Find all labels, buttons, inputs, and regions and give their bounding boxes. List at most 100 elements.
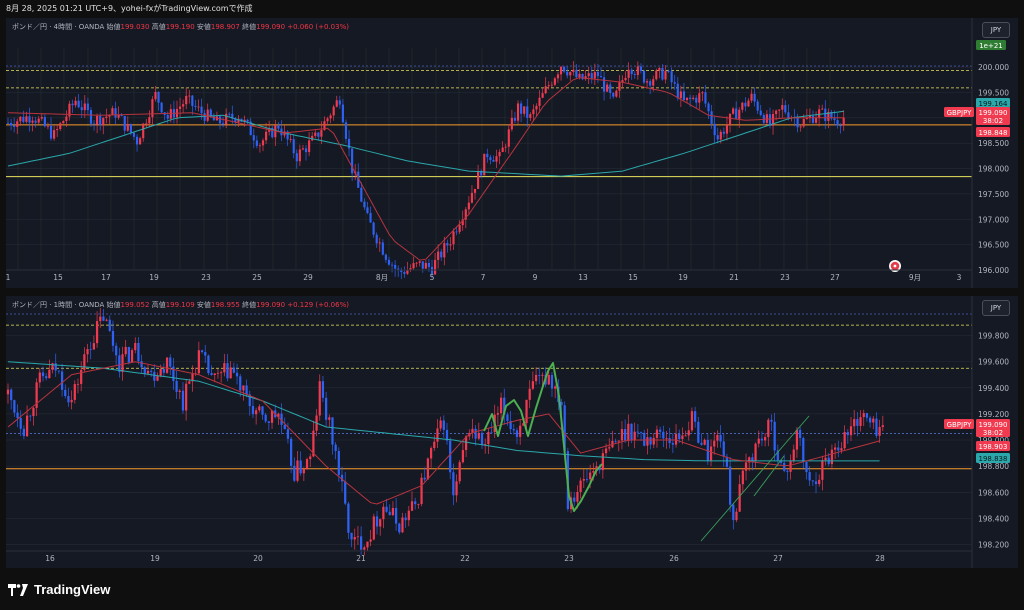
- candle-body: [165, 357, 169, 373]
- candle-body: [833, 447, 837, 450]
- candle-body: [582, 479, 585, 481]
- candle-body: [31, 120, 34, 123]
- candle-body: [67, 396, 70, 403]
- candle-body: [332, 106, 335, 116]
- candle-body: [153, 371, 156, 381]
- candle-body: [477, 432, 480, 439]
- candle-body: [787, 112, 790, 119]
- candle-body: [795, 429, 799, 450]
- candle-body: [424, 263, 427, 269]
- candle-body: [420, 477, 423, 504]
- candle-body: [483, 153, 486, 176]
- candle-body: [667, 71, 670, 72]
- chart-panel-4h[interactable]: 200.000199.500199.000198.500198.000197.5…: [6, 18, 1018, 288]
- candle-body: [814, 481, 818, 485]
- sma-fast-line: [7, 77, 844, 261]
- candle-body: [676, 83, 679, 99]
- trend-line-short: [753, 455, 785, 497]
- candle-body: [406, 269, 409, 274]
- candle-body: [28, 116, 31, 123]
- sma-slow-line: [7, 110, 844, 177]
- candle-body: [700, 442, 703, 445]
- sma-fast-line: [7, 361, 880, 505]
- candle-body: [391, 507, 395, 516]
- candle-body: [403, 271, 406, 274]
- candle-body: [538, 97, 541, 106]
- candle-body: [862, 413, 865, 418]
- price-tick-label: 199.200: [978, 410, 1009, 419]
- candle-body: [308, 140, 311, 153]
- candle-body: [645, 81, 649, 83]
- candle-body: [129, 123, 132, 133]
- candle-body: [544, 86, 547, 94]
- candle-body: [464, 209, 467, 220]
- badge-price-1h-text: 38:02: [983, 429, 1003, 437]
- time-tick-label: 20: [253, 554, 263, 563]
- chart-1h-canvas[interactable]: 199.800 199.600 199.400 199.200 199.000 198.8…: [6, 296, 1018, 568]
- candle-body: [512, 429, 515, 431]
- candle-body: [789, 460, 792, 472]
- candle-body: [639, 432, 643, 434]
- candle-body: [713, 440, 716, 447]
- chart-4h-canvas[interactable]: 200.000199.500199.000198.500198.000197.5…: [6, 18, 1018, 288]
- candle-body: [443, 243, 446, 258]
- chart-1h-change: +0.129 (+0.06%): [287, 301, 349, 309]
- candle-body: [111, 330, 115, 346]
- candle-body: [321, 381, 325, 398]
- chart-1h-symbol: ポンド／円 · 1時間 · OANDA: [12, 301, 105, 309]
- candle-body: [89, 349, 92, 350]
- price-tick-label: 197.500: [978, 190, 1009, 199]
- chart-1h-currency-button[interactable]: JPY: [982, 300, 1010, 316]
- candle-body: [439, 420, 442, 429]
- chart-1h-high: 199.109: [165, 301, 195, 309]
- price-tick-label: 198.200: [978, 540, 1009, 549]
- candle-body: [709, 446, 713, 462]
- candle-body: [108, 115, 111, 117]
- time-tick-label: 27: [773, 554, 783, 563]
- candle-body: [849, 426, 853, 436]
- candle-body: [388, 511, 391, 516]
- time-tick-label: 21: [729, 273, 739, 282]
- tradingview-logo[interactable]: TradingView: [8, 582, 110, 597]
- candle-body: [489, 157, 492, 160]
- time-tick-label: 5: [430, 273, 435, 282]
- candle-body: [767, 419, 770, 438]
- candle-body: [57, 370, 61, 372]
- candle-body: [526, 106, 529, 118]
- candle-body: [363, 201, 366, 208]
- candle-body: [747, 100, 750, 107]
- badge-symbol-1h-text: GBPJPY: [947, 421, 973, 429]
- candle-body: [550, 84, 553, 86]
- candle-body: [604, 448, 608, 454]
- candle-body: [350, 532, 353, 540]
- price-tick-label: 200.000: [978, 63, 1009, 72]
- chart-4h-currency-button[interactable]: JPY: [982, 22, 1010, 38]
- candle-body: [833, 118, 836, 121]
- candle-body: [360, 187, 363, 202]
- candle-body: [248, 394, 251, 407]
- candle-body: [156, 375, 159, 381]
- candle-body: [837, 447, 840, 451]
- price-tick-label: 198.000: [978, 165, 1009, 174]
- candle-body: [477, 170, 480, 189]
- badge-symbol-1h: GBPJPY: [944, 419, 974, 429]
- price-tick-label: 196.500: [978, 241, 1009, 250]
- candle-body: [245, 385, 248, 395]
- candle-body: [200, 106, 203, 114]
- candle-body: [185, 383, 188, 411]
- candle-body: [596, 71, 599, 77]
- candle-body: [140, 361, 143, 368]
- candle-body: [687, 430, 690, 436]
- candle-body: [178, 390, 181, 392]
- chart-4h-change: +0.060 (+0.03%): [287, 23, 349, 31]
- candle-body: [658, 67, 661, 71]
- candle-body: [340, 474, 344, 482]
- candle-body: [212, 116, 215, 121]
- candle-body: [722, 131, 725, 134]
- candle-body: [429, 448, 433, 459]
- candle-body: [560, 402, 563, 406]
- time-tick-label: 19: [150, 554, 160, 563]
- chart-panel-1h[interactable]: 199.800 199.600 199.400 199.200 199.000 198.8…: [6, 296, 1018, 568]
- candle-body: [318, 381, 321, 416]
- candle-body: [484, 444, 487, 445]
